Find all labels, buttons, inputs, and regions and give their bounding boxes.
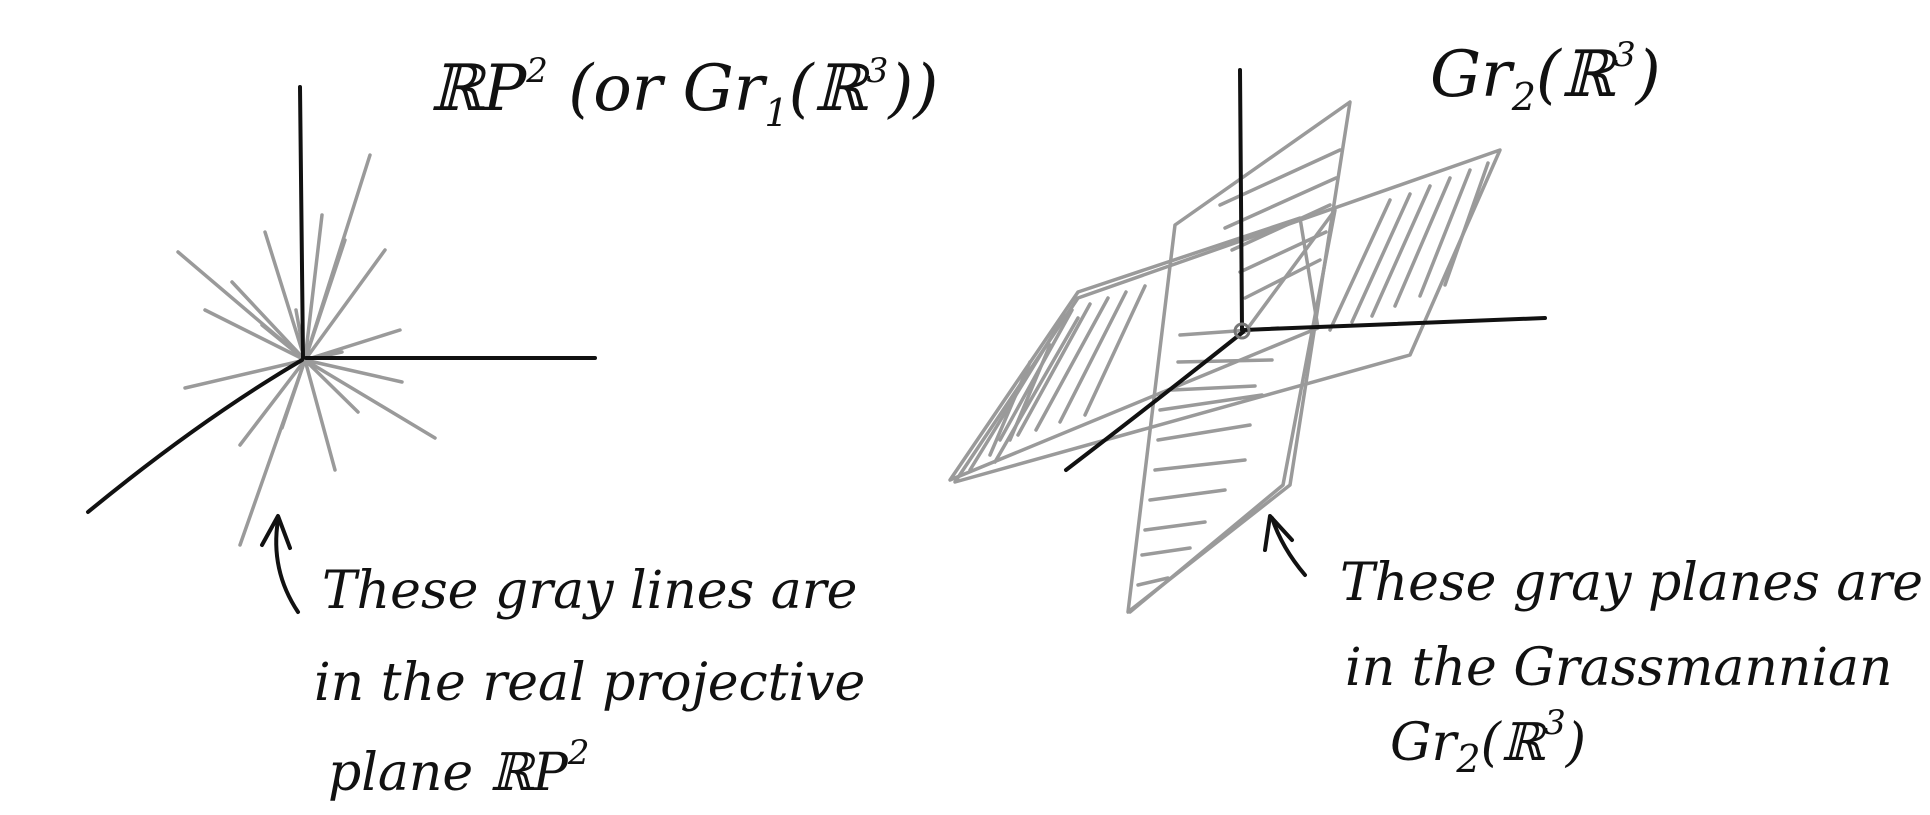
- svg-text:Gr2(ℝ3): Gr2(ℝ3): [1390, 703, 1586, 781]
- left-title-sub: 1: [764, 91, 788, 135]
- left-title-paren-open: (or Gr: [548, 52, 768, 126]
- right-caption-formula-main: Gr: [1390, 713, 1460, 773]
- right-title-close: ): [1634, 38, 1661, 112]
- gray-line: [303, 213, 324, 362]
- left-z-axis: [298, 85, 305, 360]
- right-caption-line-1: These gray planes are: [1340, 553, 1923, 613]
- right-title-main: Gr: [1430, 38, 1515, 112]
- right-caption-line-2: in the Grassmannian: [1345, 638, 1893, 698]
- gray-line: [303, 358, 437, 440]
- left-title: ℝP2 (or Gr1(ℝ3)): [430, 51, 938, 135]
- left-arrow: [260, 514, 300, 614]
- right-y-axis: [1241, 316, 1547, 332]
- gray-line: [260, 323, 307, 362]
- gray-line: [303, 358, 360, 414]
- gray-plane-d: [1128, 208, 1337, 614]
- left-title-inner-sup: 3: [867, 51, 889, 91]
- right-caption: These gray planes are in the Grassmannia…: [1340, 553, 1923, 781]
- right-title-inner-sup: 3: [1614, 35, 1636, 75]
- right-caption-formula-sub: 2: [1455, 737, 1480, 781]
- origin-marker: [1233, 322, 1251, 340]
- svg-text:Gr2(ℝ3): Gr2(ℝ3): [1430, 35, 1661, 119]
- left-title-inner: (ℝ: [789, 52, 871, 126]
- gray-line: [303, 248, 387, 362]
- left-caption-line-2: in the real projective: [314, 653, 865, 713]
- gray-line: [230, 280, 307, 362]
- right-title-sub: 2: [1511, 75, 1536, 119]
- gray-line: [303, 238, 347, 362]
- left-gray-lines: [176, 153, 437, 547]
- gray-line: [238, 358, 307, 447]
- gray-line: [303, 358, 337, 472]
- left-title-sup: 2: [525, 51, 548, 91]
- right-title: Gr2(ℝ3): [1430, 35, 1661, 119]
- right-caption-formula-inner: (ℝ: [1481, 713, 1548, 773]
- gray-line: [280, 358, 307, 430]
- gray-line: [263, 230, 307, 362]
- gray-line: [183, 358, 307, 390]
- gray-plane-c: [1126, 100, 1352, 614]
- left-x-axis: [86, 358, 304, 514]
- gray-plane-b: [948, 216, 1320, 482]
- left-caption-line-3: plane ℝP: [328, 743, 569, 803]
- right-title-inner: (ℝ: [1536, 38, 1618, 112]
- svg-text:ℝP2 (or Gr1(ℝ3)): ℝP2 (or Gr1(ℝ3)): [430, 51, 938, 135]
- right-x-axis: [1064, 330, 1245, 472]
- gray-line: [203, 308, 307, 362]
- left-title-main: ℝP: [430, 52, 527, 126]
- left-caption-sup: 2: [567, 733, 590, 773]
- svg-text:plane ℝP2: plane ℝP2: [328, 733, 590, 803]
- right-axes: [1064, 68, 1547, 472]
- left-axes: [86, 85, 597, 514]
- right-z-axis: [1238, 68, 1244, 332]
- left-title-close: )): [886, 52, 938, 126]
- right-caption-formula-inner-sup: 3: [1544, 703, 1566, 743]
- gray-line: [303, 358, 404, 384]
- gray-plane-a: [953, 148, 1502, 484]
- left-caption: These gray lines are in the real project…: [314, 561, 865, 803]
- right-arrow: [1263, 514, 1307, 577]
- left-caption-line-1: These gray lines are: [322, 561, 857, 621]
- right-caption-formula-close: ): [1565, 713, 1586, 773]
